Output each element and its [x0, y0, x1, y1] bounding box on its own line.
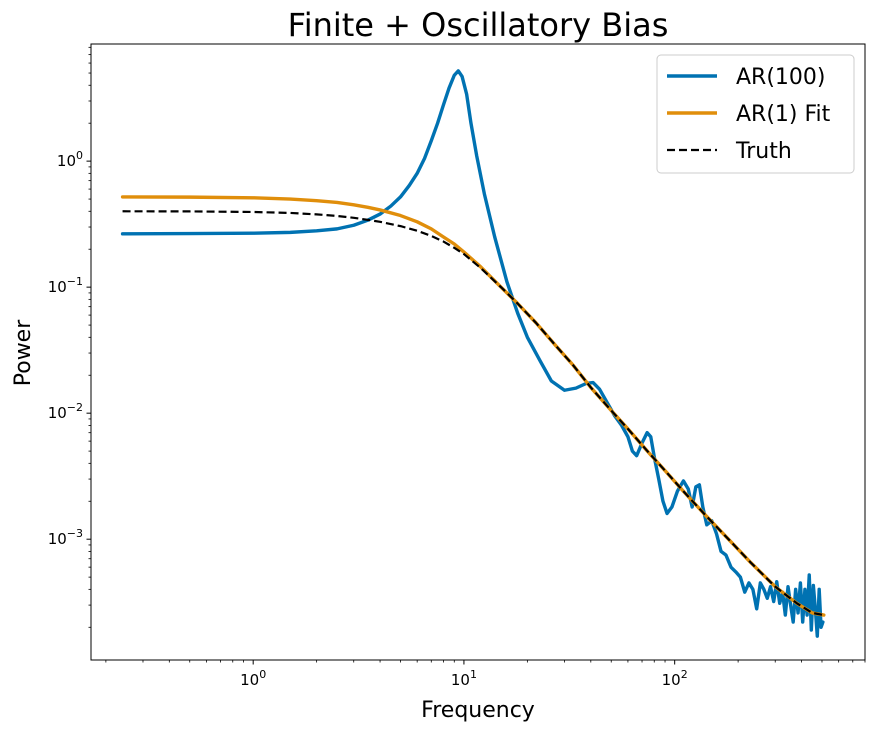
- series-line-3: [122, 210, 824, 617]
- legend: AR(100) AR(1) Fit Truth: [656, 54, 855, 174]
- legend-box: [656, 54, 855, 174]
- x-tick-label: 102: [662, 668, 688, 689]
- y-tick-label: 10−3: [48, 527, 83, 548]
- x-tick-label: 101: [451, 668, 477, 689]
- legend-label-3: Truth: [735, 139, 792, 164]
- chart-title: Finite + Oscillatory Bias: [288, 6, 669, 44]
- y-tick-label: 100: [57, 149, 83, 170]
- series-line-1: [120, 69, 825, 638]
- axes: 100 101 102 100 10−1 10−2 10−3: [48, 46, 866, 689]
- series-line-2: [120, 195, 826, 617]
- y-axis-label: Power: [11, 319, 36, 386]
- x-tick-label: 100: [240, 668, 266, 689]
- y-tick-label: 10−1: [48, 275, 83, 296]
- legend-label-2: AR(1) Fit: [736, 102, 831, 127]
- plot-frame: [90, 43, 866, 661]
- y-tick-label: 10−2: [48, 401, 83, 422]
- plot-area: [120, 69, 826, 638]
- x-axis-label: Frequency: [421, 698, 535, 723]
- legend-label-1: AR(100): [736, 65, 826, 90]
